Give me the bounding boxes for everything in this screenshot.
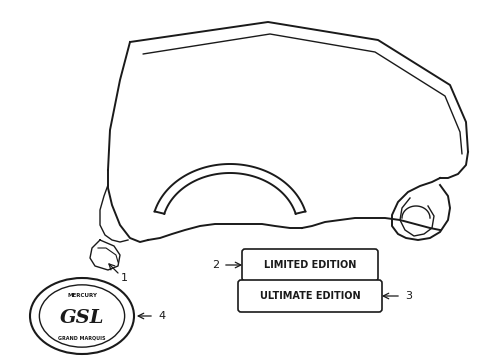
Text: LIMITED EDITION: LIMITED EDITION (263, 260, 355, 270)
Text: GSL: GSL (60, 309, 104, 327)
Text: 2: 2 (211, 260, 219, 270)
Polygon shape (90, 240, 120, 270)
Text: GRAND MARQUIS: GRAND MARQUIS (58, 336, 105, 341)
Text: 1: 1 (120, 273, 127, 283)
FancyBboxPatch shape (242, 249, 377, 281)
Text: 3: 3 (404, 291, 411, 301)
Text: MERCURY: MERCURY (67, 293, 97, 298)
Text: ULTIMATE EDITION: ULTIMATE EDITION (259, 291, 360, 301)
Text: 4: 4 (158, 311, 165, 321)
FancyBboxPatch shape (238, 280, 381, 312)
